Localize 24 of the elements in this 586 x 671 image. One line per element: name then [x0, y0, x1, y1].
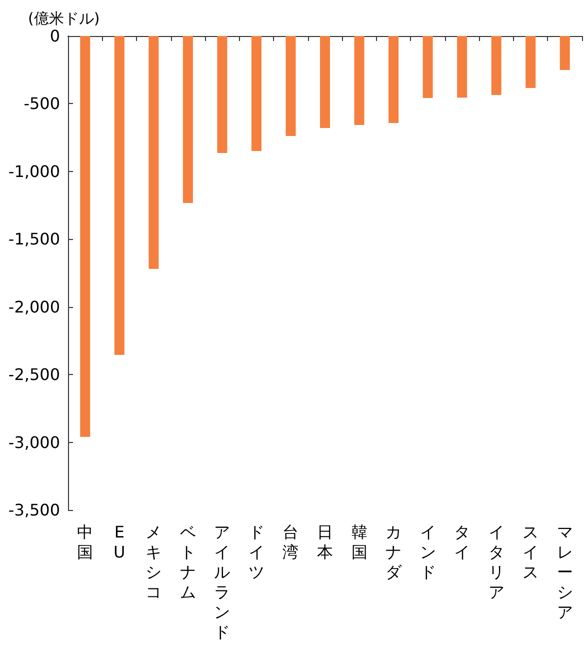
x-tick-label: 日本	[317, 522, 333, 562]
x-tick-label: 韓国	[351, 522, 368, 562]
x-tick-label: タイ	[454, 522, 470, 562]
x-tick-label: ベトナム	[180, 522, 196, 602]
x-tick-label: ドイツ	[248, 522, 264, 582]
y-tick-label: -2,000	[8, 297, 60, 316]
y-tick-label: -3,500	[8, 500, 60, 520]
x-tick-label: EU	[114, 522, 126, 562]
y-tick-label: -2,500	[8, 365, 60, 384]
x-tick-label: アイルランド	[214, 522, 230, 642]
x-tick-label: カナダ	[386, 522, 403, 582]
y-tick-label: -1,000	[8, 162, 60, 181]
x-tick-label: 台湾	[282, 522, 299, 562]
y-tick-label: -3,000	[8, 432, 60, 452]
x-tick-label: 中国	[77, 522, 94, 562]
x-tick-label: インド	[420, 522, 436, 582]
y-tick-label: 0	[50, 26, 60, 46]
x-tick-label: イタリア	[488, 522, 504, 602]
x-tick-label: スイス	[522, 522, 539, 582]
x-tick-label: マレーシア	[556, 522, 573, 622]
y-tick-label: -500	[24, 94, 60, 114]
y-tick-label: -1,500	[8, 230, 60, 249]
x-tick-label: メキシコ	[146, 522, 162, 602]
y-axis-title: (億米ドル)	[28, 10, 100, 28]
